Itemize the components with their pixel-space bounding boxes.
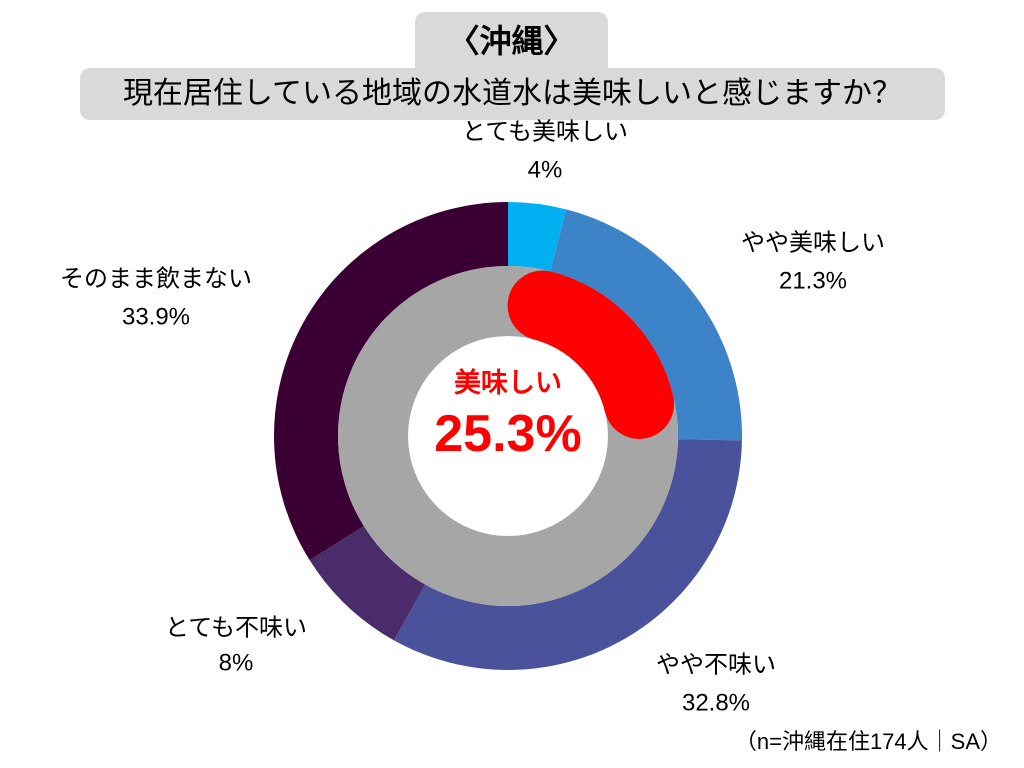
value-label-somewhat-bad: 32.8% bbox=[682, 690, 750, 717]
segment-do-not-drink bbox=[274, 202, 508, 561]
value-label-very-tasty: 4% bbox=[528, 157, 563, 184]
question-box: 現在居住している地域の水道水は美味しいと感じますか？ bbox=[80, 68, 945, 120]
category-label-very-tasty: とても美味しい bbox=[462, 119, 628, 146]
highlight-arc bbox=[507, 270, 675, 439]
category-label-somewhat-tasty: やや美味しい bbox=[741, 230, 885, 257]
outer-ring bbox=[274, 202, 742, 671]
category-label-very-bad: とても不味い bbox=[165, 615, 307, 642]
center-label: 美味しい bbox=[454, 367, 562, 398]
inner-ring bbox=[338, 266, 678, 606]
category-label-somewhat-bad: やや不味い bbox=[656, 652, 776, 679]
value-label-very-bad: 8% bbox=[219, 650, 254, 677]
segment-somewhat-bad bbox=[393, 439, 742, 671]
segment-very-bad bbox=[309, 526, 426, 641]
region-box: 〈沖縄〉 bbox=[415, 12, 608, 72]
value-label-do-not-drink: 33.9% bbox=[122, 304, 190, 331]
segment-very-tasty bbox=[508, 202, 567, 272]
sample-note: （n=沖縄在住174人｜SA） bbox=[734, 729, 1002, 754]
chart-title: 〈沖縄〉 bbox=[447, 23, 576, 59]
segment-somewhat-tasty bbox=[550, 209, 742, 441]
segment-labels: とても美味しい 4% やや美味しい 21.3% やや不味い 32.8% とても不味い 8% その… bbox=[60, 119, 885, 717]
category-label-do-not-drink: そのまま飲まない bbox=[60, 266, 252, 293]
value-label-somewhat-tasty: 21.3% bbox=[779, 268, 847, 295]
chart-subtitle: 現在居住している地域の水道水は美味しいと感じますか？ bbox=[122, 77, 903, 110]
center-value: 25.3% bbox=[434, 405, 581, 463]
